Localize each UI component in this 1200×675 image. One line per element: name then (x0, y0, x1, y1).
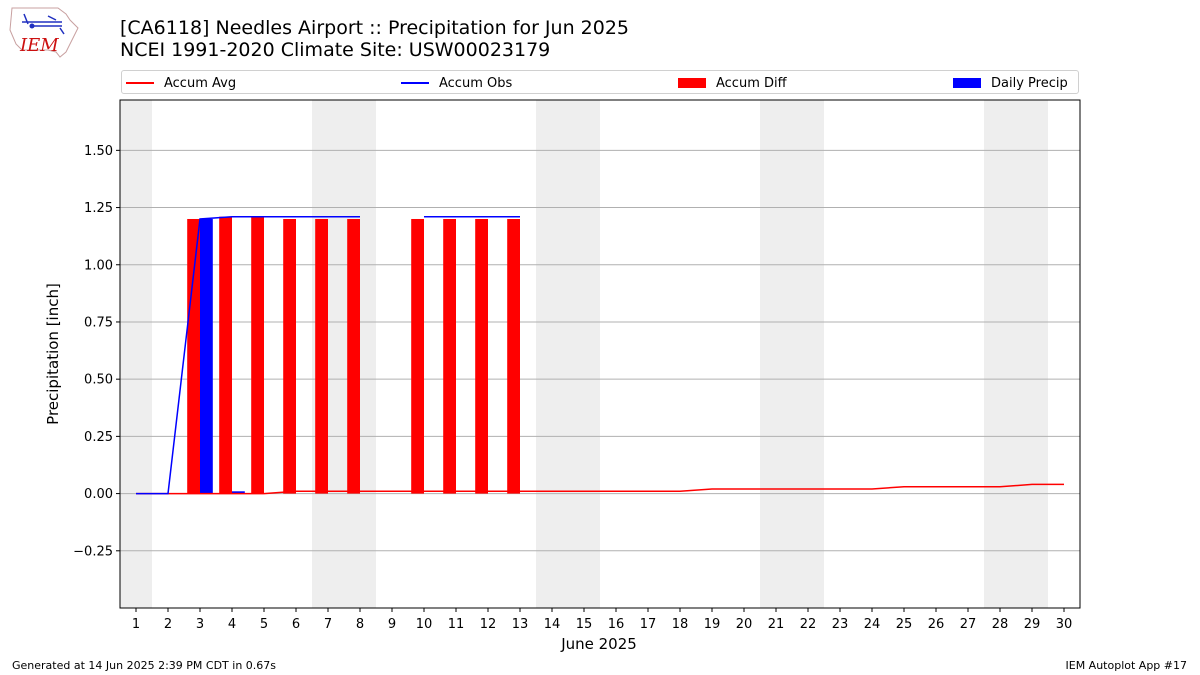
bar-daily-precip-day-3 (200, 218, 213, 494)
x-axis-label: June 2025 (560, 635, 637, 653)
xtick-label-12: 12 (480, 617, 497, 632)
line-accum-avg (136, 483, 1064, 495)
xtick-label-29: 29 (1024, 617, 1041, 632)
legend-item-accum-avg: Accum Avg (126, 74, 236, 92)
legend-swatch-daily-precip (953, 78, 981, 88)
xtick-label-15: 15 (576, 617, 593, 632)
footer-generated: Generated at 14 Jun 2025 2:39 PM CDT in … (12, 659, 277, 672)
iem-logo: IEM (9, 7, 79, 58)
xtick-label-9: 9 (388, 617, 396, 632)
xtick-label-17: 17 (640, 617, 657, 632)
series-lines (136, 215, 1064, 495)
xtick-label-19: 19 (704, 617, 721, 632)
ytick-label-7: 1.50 (84, 144, 113, 159)
bar-accum-diff-day-11 (443, 218, 456, 494)
xtick-label-13: 13 (512, 617, 529, 632)
legend-label-daily-precip: Daily Precip (991, 75, 1068, 91)
bar-accum-diff-day-8 (347, 218, 360, 494)
weekend-shade-3 (760, 100, 824, 608)
legend-label-accum-avg: Accum Avg (164, 75, 237, 91)
ytick-label-0: −0.25 (73, 544, 113, 559)
legend-item-accum-obs: Accum Obs (401, 74, 512, 92)
chart-title: [CA6118] Needles Airport :: Precipitatio… (120, 17, 630, 39)
legend: Accum Avg Accum Obs Accum Diff Daily Pre… (121, 70, 1079, 94)
ytick-label-3: 0.50 (84, 373, 113, 388)
weekend-shade-2 (536, 100, 600, 608)
xtick-label-25: 25 (896, 617, 913, 632)
ytick-label-5: 1.00 (84, 258, 113, 273)
xtick-label-26: 26 (928, 617, 945, 632)
chart-subtitle: NCEI 1991-2020 Climate Site: USW00023179 (120, 39, 551, 61)
xtick-label-23: 23 (832, 617, 849, 632)
bar-accum-diff-day-5 (251, 216, 264, 494)
xtick-label-10: 10 (416, 617, 433, 632)
xtick-label-1: 1 (132, 617, 140, 632)
bar-daily-precip-day-4 (232, 491, 245, 494)
ytick-label-2: 0.25 (84, 430, 113, 445)
bar-accum-diff-day-12 (475, 218, 488, 494)
axes: −0.250.000.250.500.751.001.251.501 2 3 4 5 6 7… (73, 99, 1081, 632)
xtick-label-3: 3 (196, 617, 204, 632)
legend-swatch-accum-avg (126, 82, 154, 84)
xtick-label-6: 6 (292, 617, 300, 632)
bar-accum-diff-day-13 (507, 218, 520, 494)
plot-frame (119, 99, 1081, 609)
xtick-label-27: 27 (960, 617, 977, 632)
weekend-shade-4 (984, 100, 1048, 608)
xtick-label-11: 11 (448, 617, 465, 632)
xtick-label-8: 8 (356, 617, 364, 632)
legend-label-accum-obs: Accum Obs (439, 75, 513, 91)
footer-app: IEM Autoplot App #17 (1065, 659, 1188, 672)
legend-swatch-accum-diff (678, 78, 706, 88)
ytick-label-6: 1.25 (84, 201, 113, 216)
xtick-label-5: 5 (260, 617, 268, 632)
weekend-shade-0 (120, 100, 152, 608)
bars (187, 216, 520, 494)
bar-accum-diff-day-3 (187, 218, 200, 494)
xtick-label-28: 28 (992, 617, 1009, 632)
xtick-label-22: 22 (800, 617, 817, 632)
xtick-label-4: 4 (228, 617, 236, 632)
gridlines (120, 149, 1080, 552)
bar-accum-diff-day-10 (411, 218, 424, 494)
y-axis-label: Precipitation [inch] (44, 283, 62, 425)
xtick-label-18: 18 (672, 617, 689, 632)
legend-label-accum-diff: Accum Diff (716, 75, 787, 91)
line-accum-obs-segment-0 (136, 215, 360, 495)
bar-accum-diff-day-7 (315, 218, 328, 494)
legend-swatch-accum-obs (401, 82, 429, 84)
ytick-label-1: 0.00 (84, 487, 113, 502)
xtick-label-20: 20 (736, 617, 753, 632)
ytick-label-4: 0.75 (84, 315, 113, 330)
logo-text: IEM (19, 35, 59, 56)
legend-item-accum-diff: Accum Diff (678, 74, 787, 92)
xtick-label-2: 2 (164, 617, 172, 632)
xtick-label-30: 30 (1056, 617, 1073, 632)
legend-item-daily-precip: Daily Precip (953, 74, 1068, 92)
xtick-label-14: 14 (544, 617, 561, 632)
xtick-label-21: 21 (768, 617, 785, 632)
bar-accum-diff-day-4 (219, 216, 232, 494)
xtick-label-24: 24 (864, 617, 881, 632)
xtick-label-7: 7 (324, 617, 332, 632)
bar-accum-diff-day-6 (283, 218, 296, 494)
xtick-label-16: 16 (608, 617, 625, 632)
